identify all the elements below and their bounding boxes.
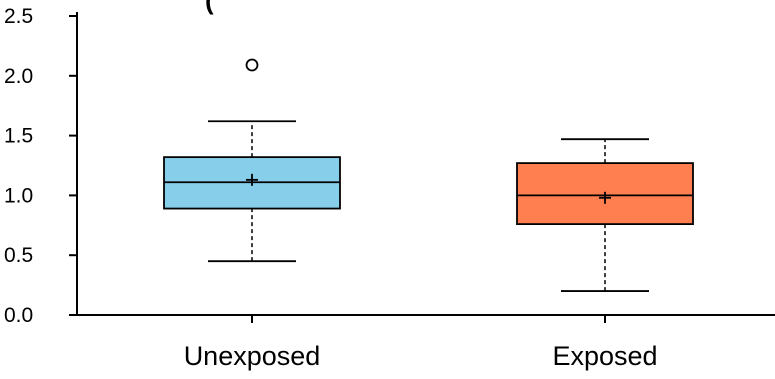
y-tick-label-2: 1.0 xyxy=(4,184,33,207)
outlier-0-0 xyxy=(245,58,259,72)
y-tick-label-1: 0.5 xyxy=(4,244,33,267)
y-tick-label-0: 0.0 xyxy=(4,304,33,327)
box-group-1 xyxy=(516,138,694,292)
x-tick-label-0: Unexposed xyxy=(184,341,321,371)
box-group-0 xyxy=(163,58,341,263)
x-tick-label-1: Exposed xyxy=(552,341,657,371)
title-fragment: ( xyxy=(205,0,214,15)
boxes-group xyxy=(163,58,694,292)
mean-marker-1 xyxy=(599,191,611,204)
mean-marker-0 xyxy=(246,173,258,186)
y-tick-label-5: 2.5 xyxy=(4,5,33,28)
axes: 0.0 0.5 1.0 1.5 2.0 2.5 Unexposed Exposed xyxy=(4,5,775,371)
y-tick-label-3: 1.5 xyxy=(4,125,33,148)
y-tick-label-4: 2.0 xyxy=(4,65,33,88)
